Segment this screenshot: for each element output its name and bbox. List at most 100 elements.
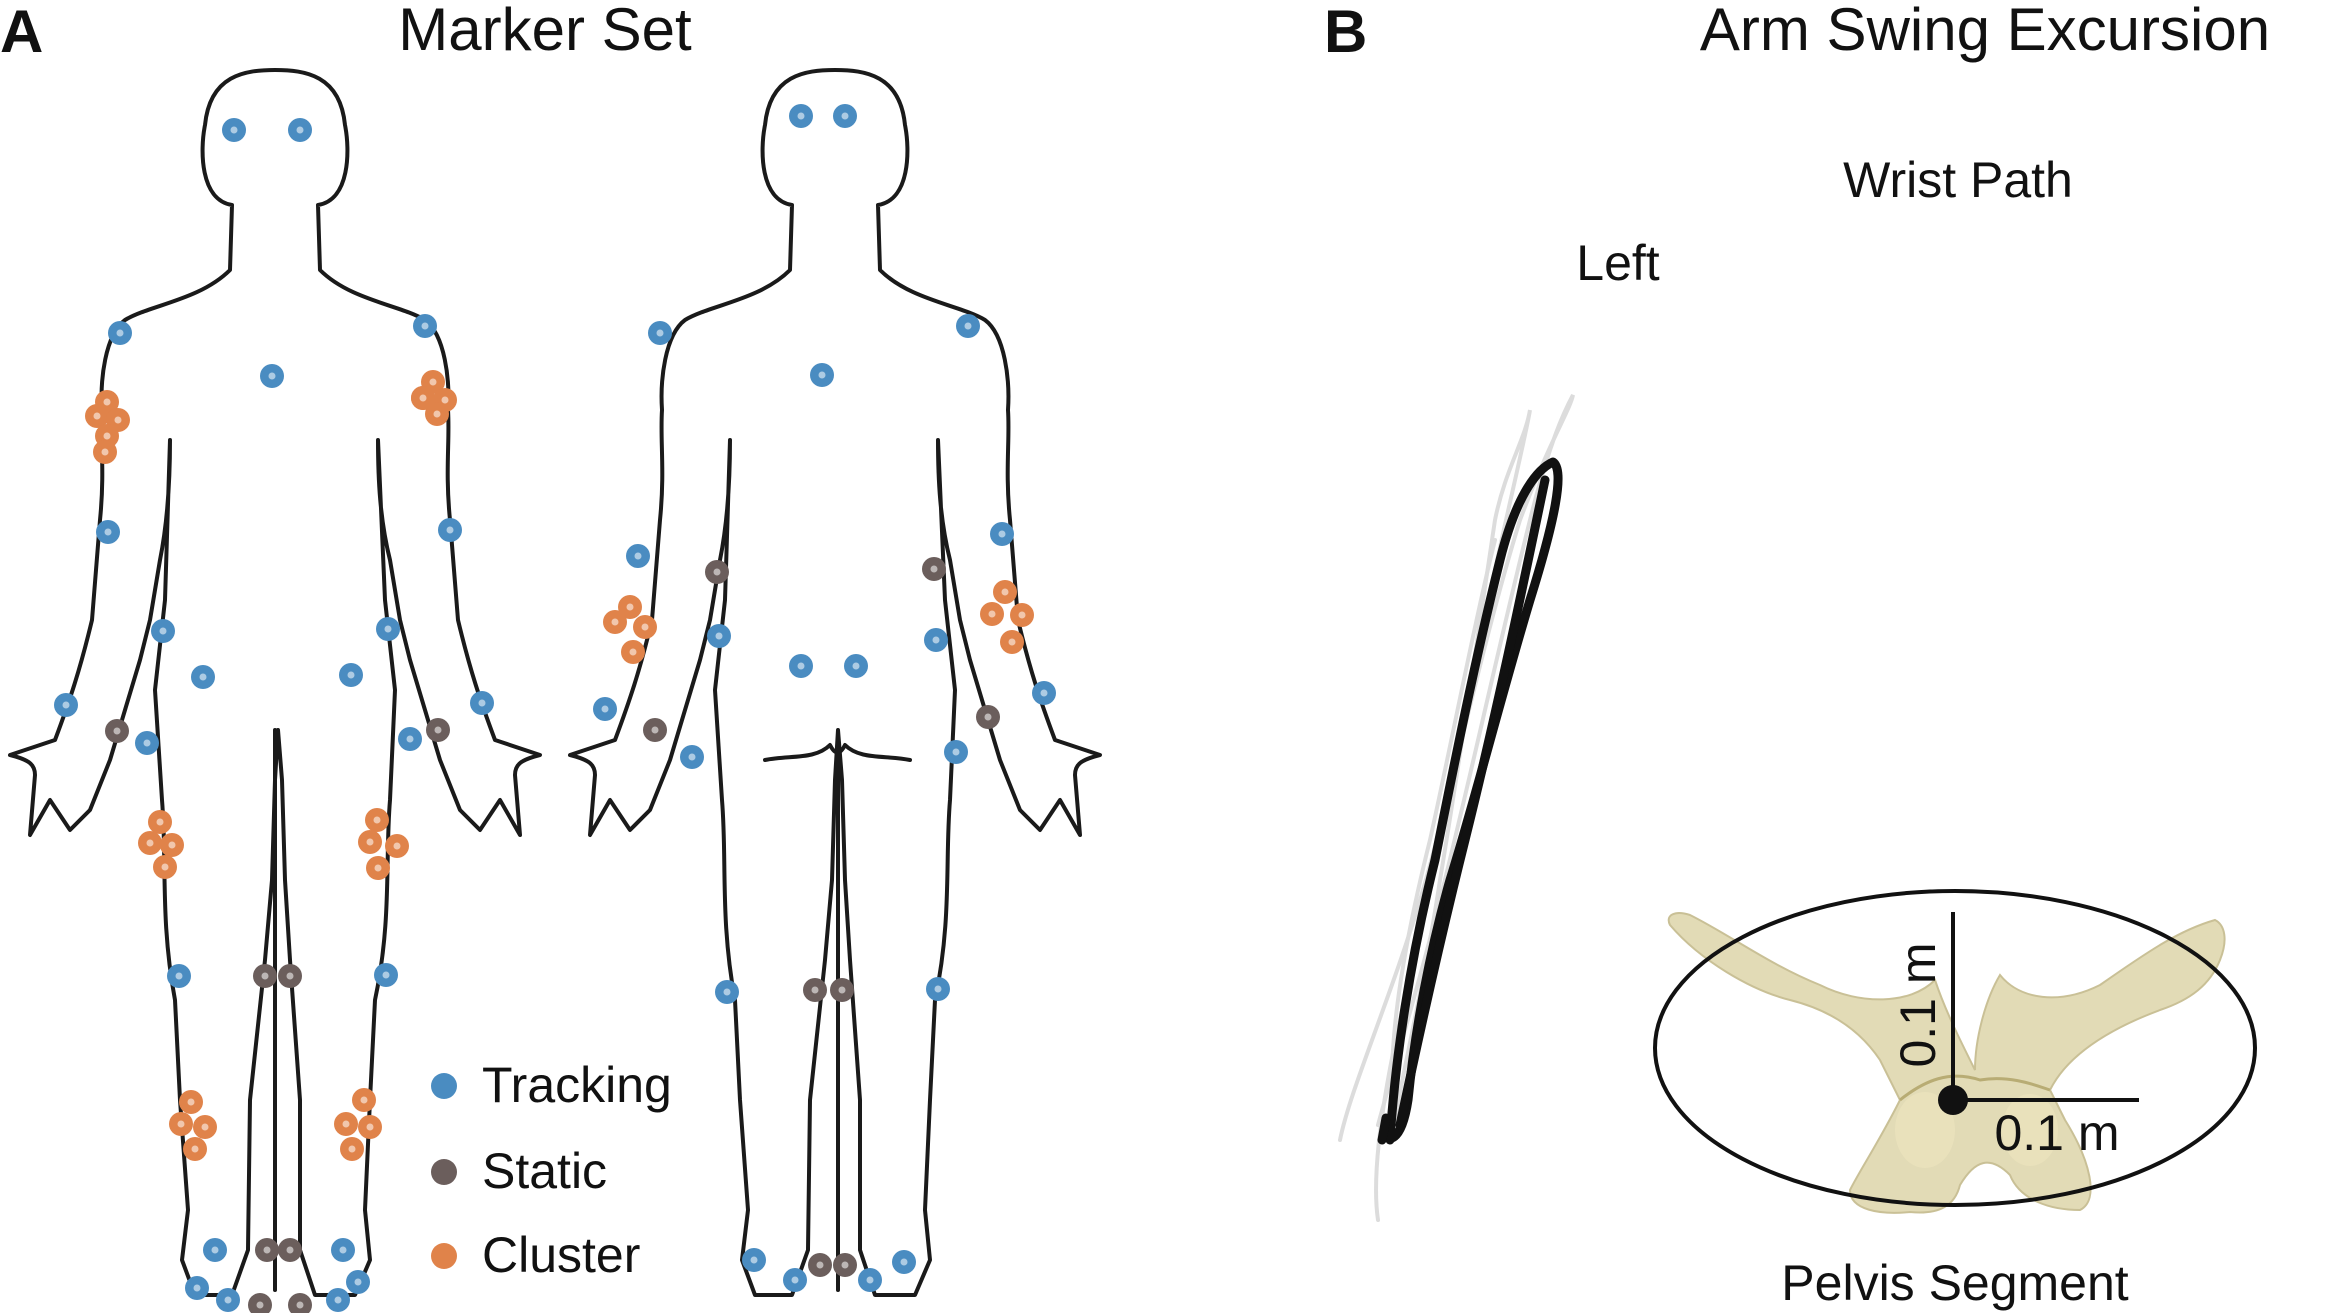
marker-highlight (286, 1246, 294, 1254)
marker-highlight (334, 1296, 342, 1304)
marker-highlight (193, 1284, 201, 1292)
marker-highlight (143, 739, 151, 747)
marker-highlight (104, 528, 112, 536)
marker-highlight (433, 410, 441, 418)
marker-highlight (838, 986, 846, 994)
scale-label-vertical: 0.1 m (1890, 942, 1946, 1067)
marker-highlight (900, 1258, 908, 1266)
marker-highlight (347, 671, 355, 679)
marker-highlight (651, 726, 659, 734)
marker-highlight (113, 727, 121, 735)
marker-highlight (268, 372, 276, 380)
marker-highlight (199, 673, 207, 681)
excursion-ellipse (1653, 889, 2257, 1207)
marker-highlight (230, 126, 238, 134)
marker-highlight (101, 448, 109, 456)
marker-highlight (360, 1096, 368, 1104)
marker-highlight (611, 618, 619, 626)
marker-highlight (629, 648, 637, 656)
marker-highlight (715, 632, 723, 640)
marker-highlight (932, 636, 940, 644)
marker-highlight (818, 371, 826, 379)
marker-highlight (296, 1301, 304, 1309)
marker-highlight (366, 838, 374, 846)
marker-highlight (688, 753, 696, 761)
marker-highlight (791, 1276, 799, 1284)
scale-bars (1951, 912, 2139, 1102)
legend-label-static: Static (482, 1143, 607, 1199)
marker-highlight (478, 699, 486, 707)
marker-set (54, 104, 1056, 1313)
marker-highlight (429, 378, 437, 386)
marker-highlight (116, 329, 124, 337)
pelvis-origin-marker (1938, 1085, 1968, 1115)
marker-highlight (406, 735, 414, 743)
marker-highlight (866, 1276, 874, 1284)
marker-highlight (446, 526, 454, 534)
panel-b: B Arm Swing Excursion Wrist Path Left (1324, 0, 2270, 1311)
marker-highlight (191, 1145, 199, 1153)
legend-label-cluster: Cluster (482, 1227, 640, 1283)
marker-highlight (841, 112, 849, 120)
marker-highlight (713, 568, 721, 576)
pelvis-segment-label: Pelvis Segment (1781, 1255, 2128, 1311)
marker-highlight (175, 972, 183, 980)
marker-highlight (601, 705, 609, 713)
marker-highlight (93, 412, 101, 420)
marker-highlight (1040, 689, 1048, 697)
marker-highlight (103, 432, 111, 440)
marker-highlight (263, 1246, 271, 1254)
left-side-label: Left (1576, 235, 1660, 291)
marker-highlight (161, 863, 169, 871)
human-back-outline-icon (568, 68, 1102, 1297)
wrist-path-label: Wrist Path (1843, 152, 2073, 208)
marker-highlight (797, 662, 805, 670)
marker-highlight (62, 701, 70, 709)
marker-highlight (382, 971, 390, 979)
marker-highlight (342, 1120, 350, 1128)
marker-highlight (256, 1301, 264, 1309)
marker-highlight (168, 841, 176, 849)
marker-highlight (374, 864, 382, 872)
panel-b-title: Arm Swing Excursion (1700, 0, 2270, 63)
legend-swatch-cluster (431, 1243, 457, 1269)
marker-highlight (626, 603, 634, 611)
marker-highlight (656, 329, 664, 337)
marker-highlight (146, 839, 154, 847)
marker-highlight (1001, 588, 1009, 596)
marker-highlight (816, 1261, 824, 1269)
marker-highlight (841, 1261, 849, 1269)
marker-highlight (366, 1123, 374, 1131)
panel-a-letter: A (0, 0, 43, 65)
marker-highlight (964, 322, 972, 330)
marker-highlight (296, 126, 304, 134)
marker-highlight (797, 112, 805, 120)
legend-swatch-tracking (431, 1073, 457, 1099)
marker-highlight (441, 396, 449, 404)
pelvis-bone-icon (1667, 912, 2226, 1214)
marker-highlight (634, 552, 642, 560)
marker-highlight (384, 625, 392, 633)
marker-highlight (261, 972, 269, 980)
marker-highlight (1008, 638, 1016, 646)
marker-highlight (201, 1123, 209, 1131)
panel-a: A Marker Set Tracking Static Cluster (0, 0, 1102, 1313)
panel-b-letter: B (1324, 0, 1367, 65)
marker-legend: Tracking Static Cluster (431, 1057, 672, 1283)
marker-highlight (211, 1246, 219, 1254)
marker-highlight (114, 416, 122, 424)
legend-swatch-static (431, 1159, 457, 1185)
panel-a-title: Marker Set (398, 0, 692, 63)
marker-highlight (984, 713, 992, 721)
marker-highlight (811, 986, 819, 994)
marker-highlight (177, 1120, 185, 1128)
marker-highlight (373, 816, 381, 824)
marker-highlight (354, 1278, 362, 1286)
marker-highlight (952, 748, 960, 756)
marker-highlight (641, 623, 649, 631)
marker-highlight (156, 818, 164, 826)
marker-highlight (224, 1296, 232, 1304)
marker-highlight (998, 530, 1006, 538)
marker-highlight (1018, 611, 1026, 619)
marker-highlight (393, 842, 401, 850)
